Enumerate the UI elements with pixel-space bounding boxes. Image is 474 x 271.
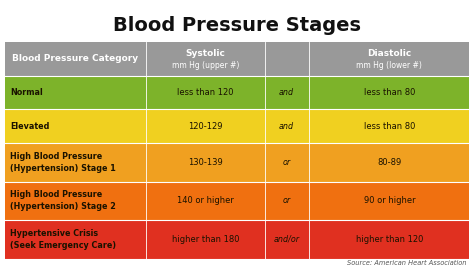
Text: less than 120: less than 120 <box>177 88 234 97</box>
Text: High Blood Pressure
(Hypertension) Stage 2: High Blood Pressure (Hypertension) Stage… <box>10 191 116 211</box>
Text: mm Hg (upper #): mm Hg (upper #) <box>172 61 239 70</box>
Bar <box>5 76 469 109</box>
Text: higher than 120: higher than 120 <box>356 235 423 244</box>
Text: 130-139: 130-139 <box>188 158 223 167</box>
Text: higher than 180: higher than 180 <box>172 235 239 244</box>
Text: 90 or higher: 90 or higher <box>364 196 415 205</box>
Text: Elevated: Elevated <box>10 122 50 131</box>
Text: mm Hg (lower #): mm Hg (lower #) <box>356 61 422 70</box>
Text: Hypertensive Crisis
(Seek Emergency Care): Hypertensive Crisis (Seek Emergency Care… <box>10 229 117 250</box>
Text: less than 80: less than 80 <box>364 88 415 97</box>
Text: and/or: and/or <box>273 235 300 244</box>
Text: 140 or higher: 140 or higher <box>177 196 234 205</box>
Text: Blood Pressure Category: Blood Pressure Category <box>12 54 138 63</box>
Bar <box>5 42 469 76</box>
Bar <box>5 143 469 182</box>
Text: Normal: Normal <box>10 88 43 97</box>
Bar <box>5 182 469 220</box>
Text: and: and <box>279 122 294 131</box>
Text: or: or <box>283 196 291 205</box>
Text: less than 80: less than 80 <box>364 122 415 131</box>
Bar <box>5 109 469 143</box>
Bar <box>5 220 469 259</box>
Text: or: or <box>283 158 291 167</box>
Text: 80-89: 80-89 <box>377 158 401 167</box>
Text: Source: American Heart Association: Source: American Heart Association <box>347 260 467 266</box>
Text: and: and <box>279 88 294 97</box>
Text: Blood Pressure Stages: Blood Pressure Stages <box>113 16 361 35</box>
Text: Diastolic: Diastolic <box>367 49 411 58</box>
Text: Systolic: Systolic <box>185 49 225 58</box>
Text: 120-129: 120-129 <box>188 122 223 131</box>
Text: High Blood Pressure
(Hypertension) Stage 1: High Blood Pressure (Hypertension) Stage… <box>10 152 116 173</box>
